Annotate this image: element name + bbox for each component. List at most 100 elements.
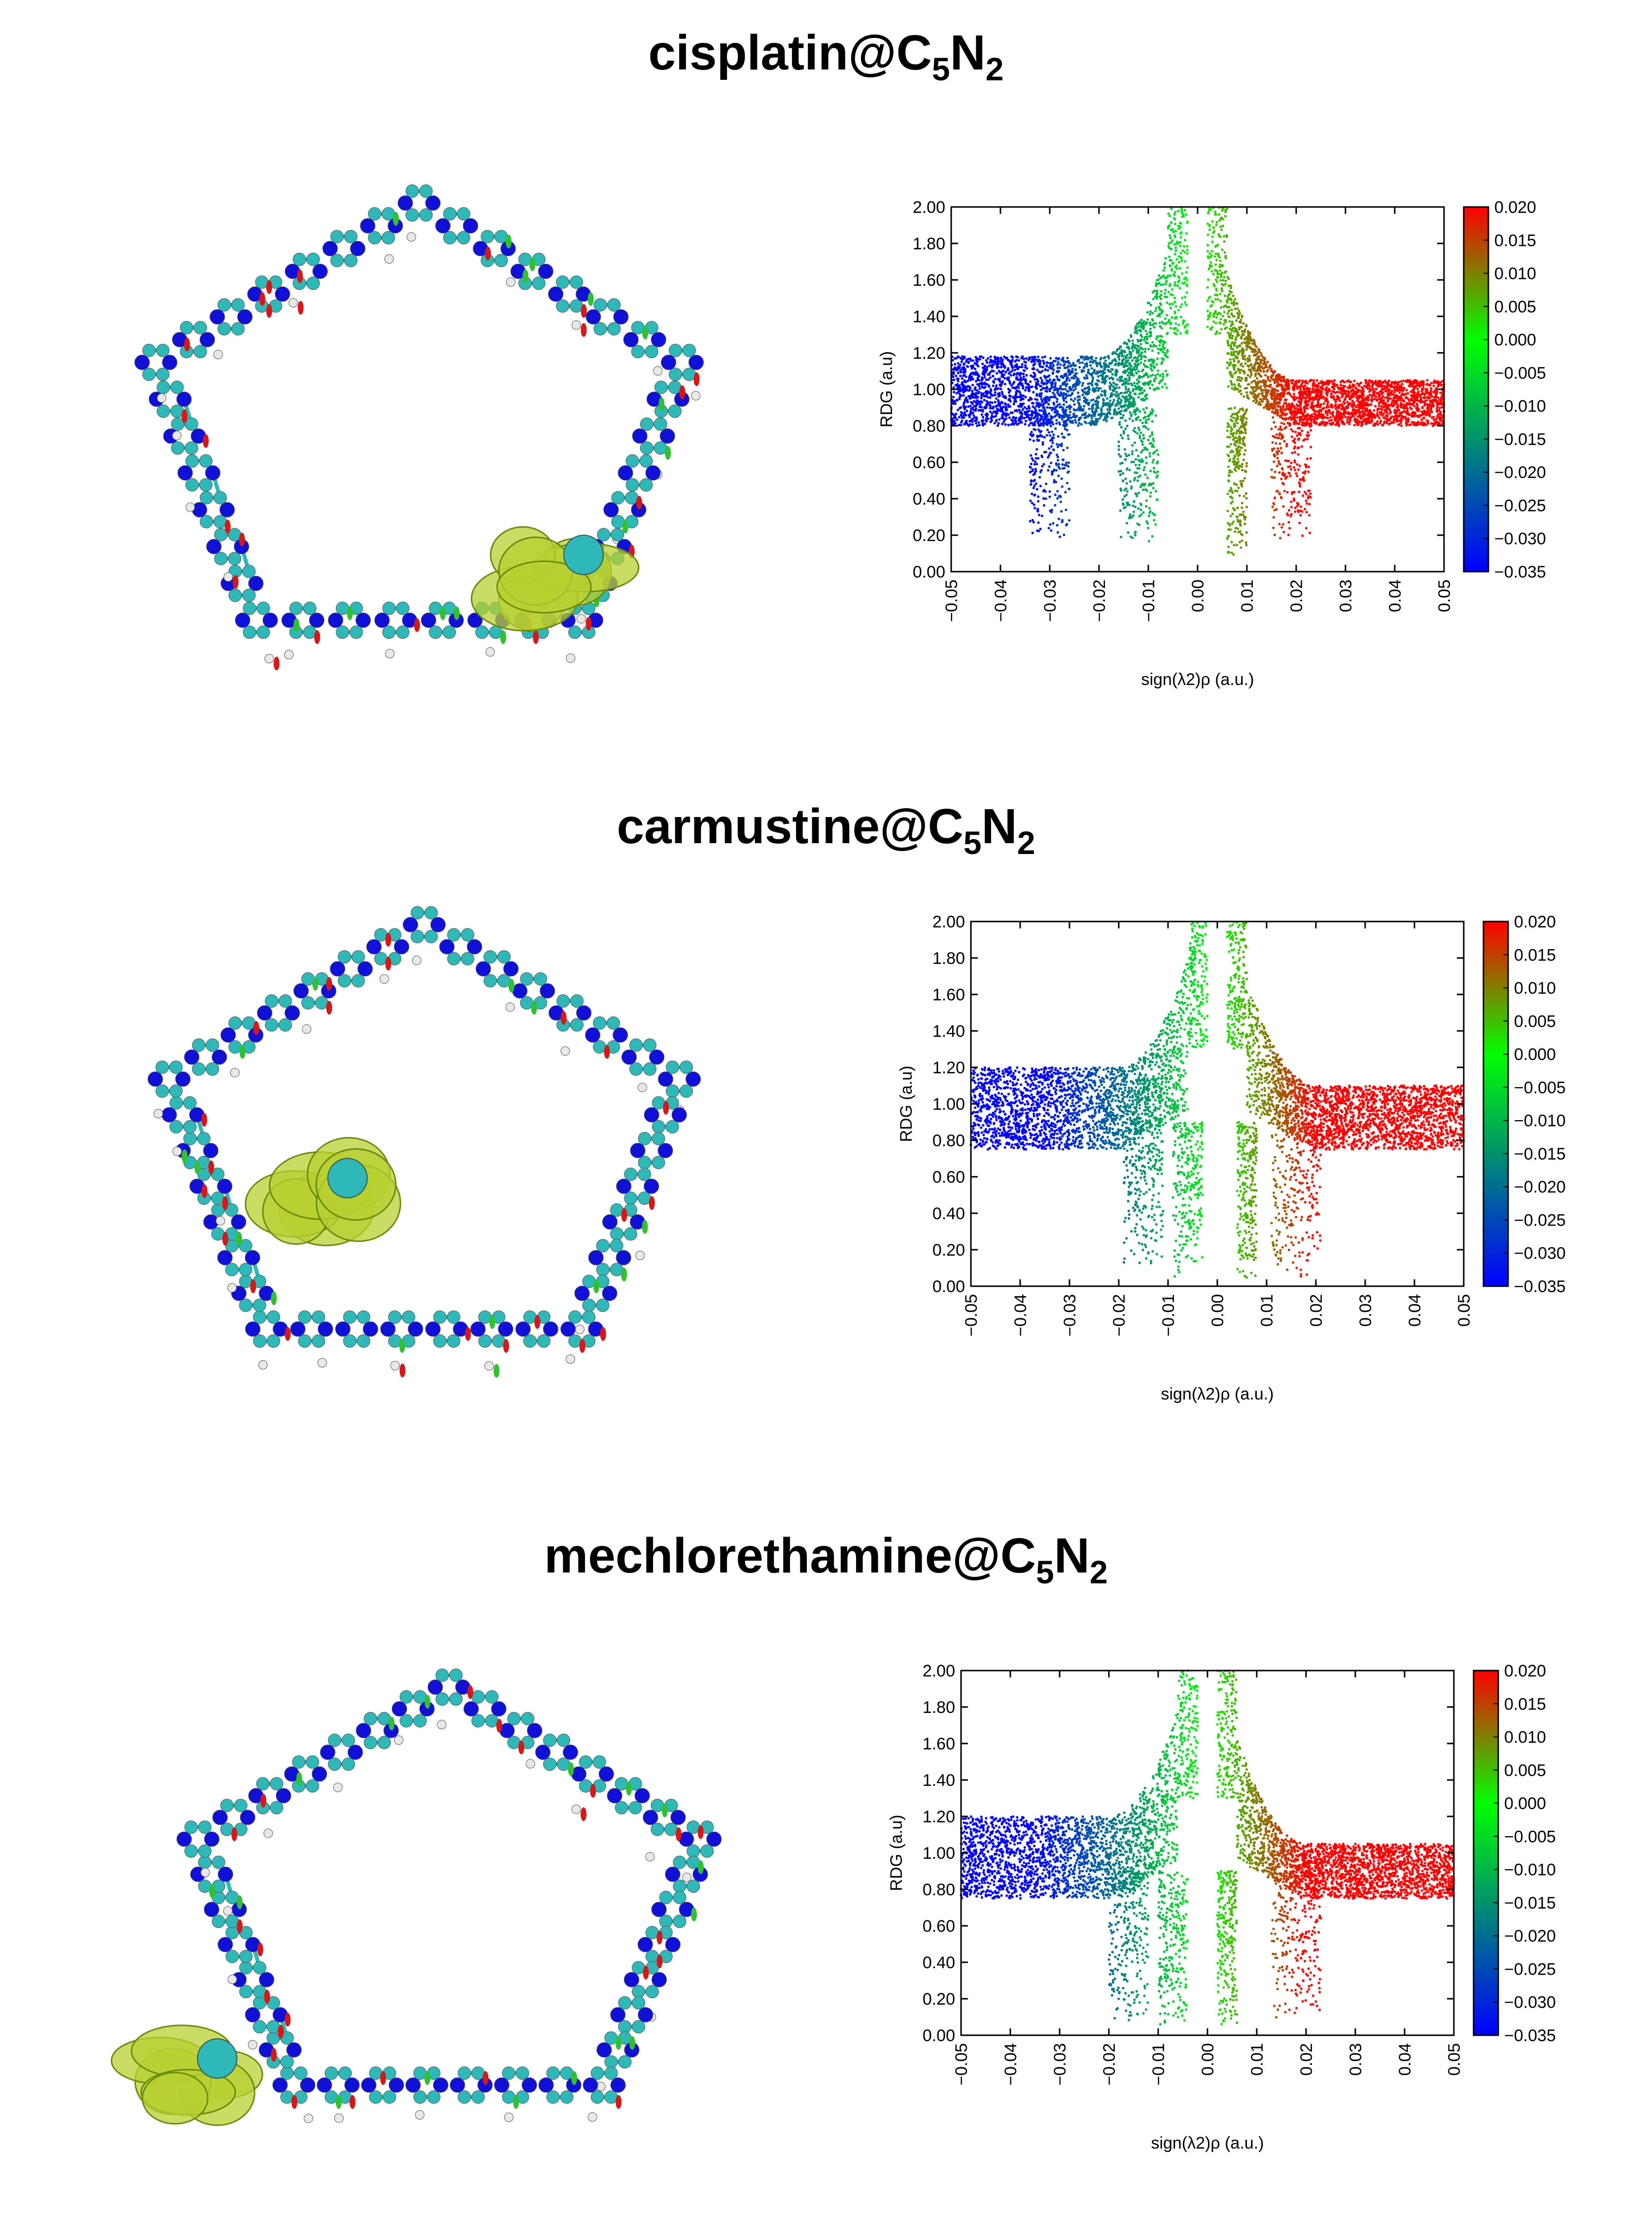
scatter-point: [1071, 368, 1074, 371]
scatter-point: [1281, 405, 1284, 408]
scatter-point: [1439, 381, 1442, 384]
scatter-point: [964, 368, 967, 371]
scatter-point: [1165, 276, 1168, 280]
carbon-atom: [184, 1820, 198, 1834]
carbon-atom: [185, 441, 199, 455]
carbon-atom: [643, 1062, 656, 1076]
carbon-atom: [604, 2055, 618, 2069]
nci-disc: [656, 1954, 663, 1969]
scatter-point: [1109, 362, 1112, 366]
nitrogen-atom: [521, 2077, 537, 2093]
nci-disc: [560, 1011, 567, 1025]
scatter-point: [1329, 416, 1332, 419]
carbon-atom: [570, 1018, 584, 1032]
carbon-atom: [280, 2055, 294, 2069]
scatter-point: [1024, 389, 1027, 392]
carbon-atom: [213, 491, 227, 505]
scatter-point: [952, 386, 955, 389]
scatter-point: [1071, 385, 1074, 389]
scatter-point: [1225, 300, 1228, 303]
hydrogen-atom: [201, 1868, 210, 1878]
scatter-point: [960, 360, 963, 364]
scatter-point: [1373, 397, 1376, 400]
scatter-point: [1296, 396, 1299, 399]
scatter-point: [962, 394, 965, 397]
scatter-point: [1395, 420, 1398, 423]
scatter-point: [1173, 213, 1176, 216]
scatter-point: [1151, 361, 1154, 364]
scatter-point: [1439, 391, 1442, 394]
scatter-point: [1099, 374, 1102, 377]
nci-disc: [496, 1718, 502, 1733]
nci-disc: [503, 1339, 509, 1353]
scatter-point: [1212, 320, 1215, 323]
scatter-point: [1117, 407, 1120, 410]
scatter-point: [1226, 275, 1229, 278]
isosurface-lobe: [141, 2072, 208, 2125]
carbon-atom: [199, 478, 213, 492]
title-subscript-2: 2: [1089, 1554, 1108, 1590]
scatter-point: [958, 392, 961, 395]
nitrogen-atom: [433, 2077, 448, 2093]
hydrogen-atom: [379, 974, 389, 984]
scatter-point: [1251, 366, 1254, 369]
scatter-point: [1254, 374, 1257, 377]
nitrogen-atom: [476, 961, 491, 977]
scatter-point: [1346, 418, 1349, 421]
scatter-point: [1311, 387, 1314, 390]
scatter-point: [1415, 407, 1418, 410]
nci-disc: [642, 325, 649, 340]
nitrogen-atom: [421, 613, 437, 628]
scatter-point: [1408, 384, 1411, 387]
nitrogen-atom: [470, 1321, 486, 1337]
scatter-point: [1169, 307, 1172, 309]
scatter-point: [1257, 348, 1260, 351]
carbon-atom: [307, 252, 320, 266]
scatter-point: [1111, 373, 1114, 376]
carbon-atom: [402, 1310, 415, 1324]
scatter-point: [1046, 380, 1049, 383]
carbon-atom: [169, 1096, 183, 1110]
scatter-point: [1236, 331, 1239, 334]
hydrogen-atom: [525, 1759, 535, 1769]
scatter-point: [1148, 302, 1151, 305]
nci-disc: [326, 1001, 332, 1015]
nci-disc: [467, 1685, 474, 1699]
scatter-point: [1173, 301, 1176, 304]
scatter-point: [1179, 232, 1182, 235]
scatter-point: [989, 355, 992, 358]
scatter-point: [1056, 363, 1059, 366]
nitrogen-atom: [309, 613, 325, 628]
scatter-point: [1156, 314, 1159, 317]
scatter-point: [1092, 398, 1095, 401]
scatter-point: [1225, 326, 1228, 329]
scatter-point: [1338, 423, 1341, 426]
scatter-point: [1022, 378, 1025, 381]
scatter-point: [1337, 386, 1340, 389]
scatter-point: [1426, 391, 1429, 394]
carbon-atom: [199, 454, 213, 468]
nci-disc: [656, 1930, 663, 1945]
scatter-point: [1102, 402, 1105, 405]
carbon-atom: [228, 1016, 242, 1030]
carbon-atom: [556, 299, 570, 313]
nci-disc: [522, 269, 529, 283]
scatter-point: [1020, 379, 1023, 382]
scatter-point: [1174, 266, 1177, 269]
scatter-point: [1112, 381, 1115, 384]
nitrogen-atom: [245, 2007, 261, 2022]
nitrogen-atom: [344, 2077, 360, 2093]
nitrogen-atom: [394, 939, 410, 955]
nitrogen-atom: [651, 1902, 667, 1917]
scatter-point: [1132, 389, 1135, 392]
scatter-point: [1232, 348, 1235, 351]
scatter-point: [1376, 409, 1379, 412]
scatter-point: [1136, 322, 1139, 325]
nitrogen-atom: [284, 1005, 300, 1021]
scatter-point: [1392, 418, 1395, 421]
scatter-point: [1135, 371, 1138, 374]
carbon-atom: [405, 208, 419, 222]
nci-disc: [271, 1291, 277, 1305]
carbon-atom: [328, 1757, 342, 1771]
scatter-point: [1001, 393, 1004, 396]
